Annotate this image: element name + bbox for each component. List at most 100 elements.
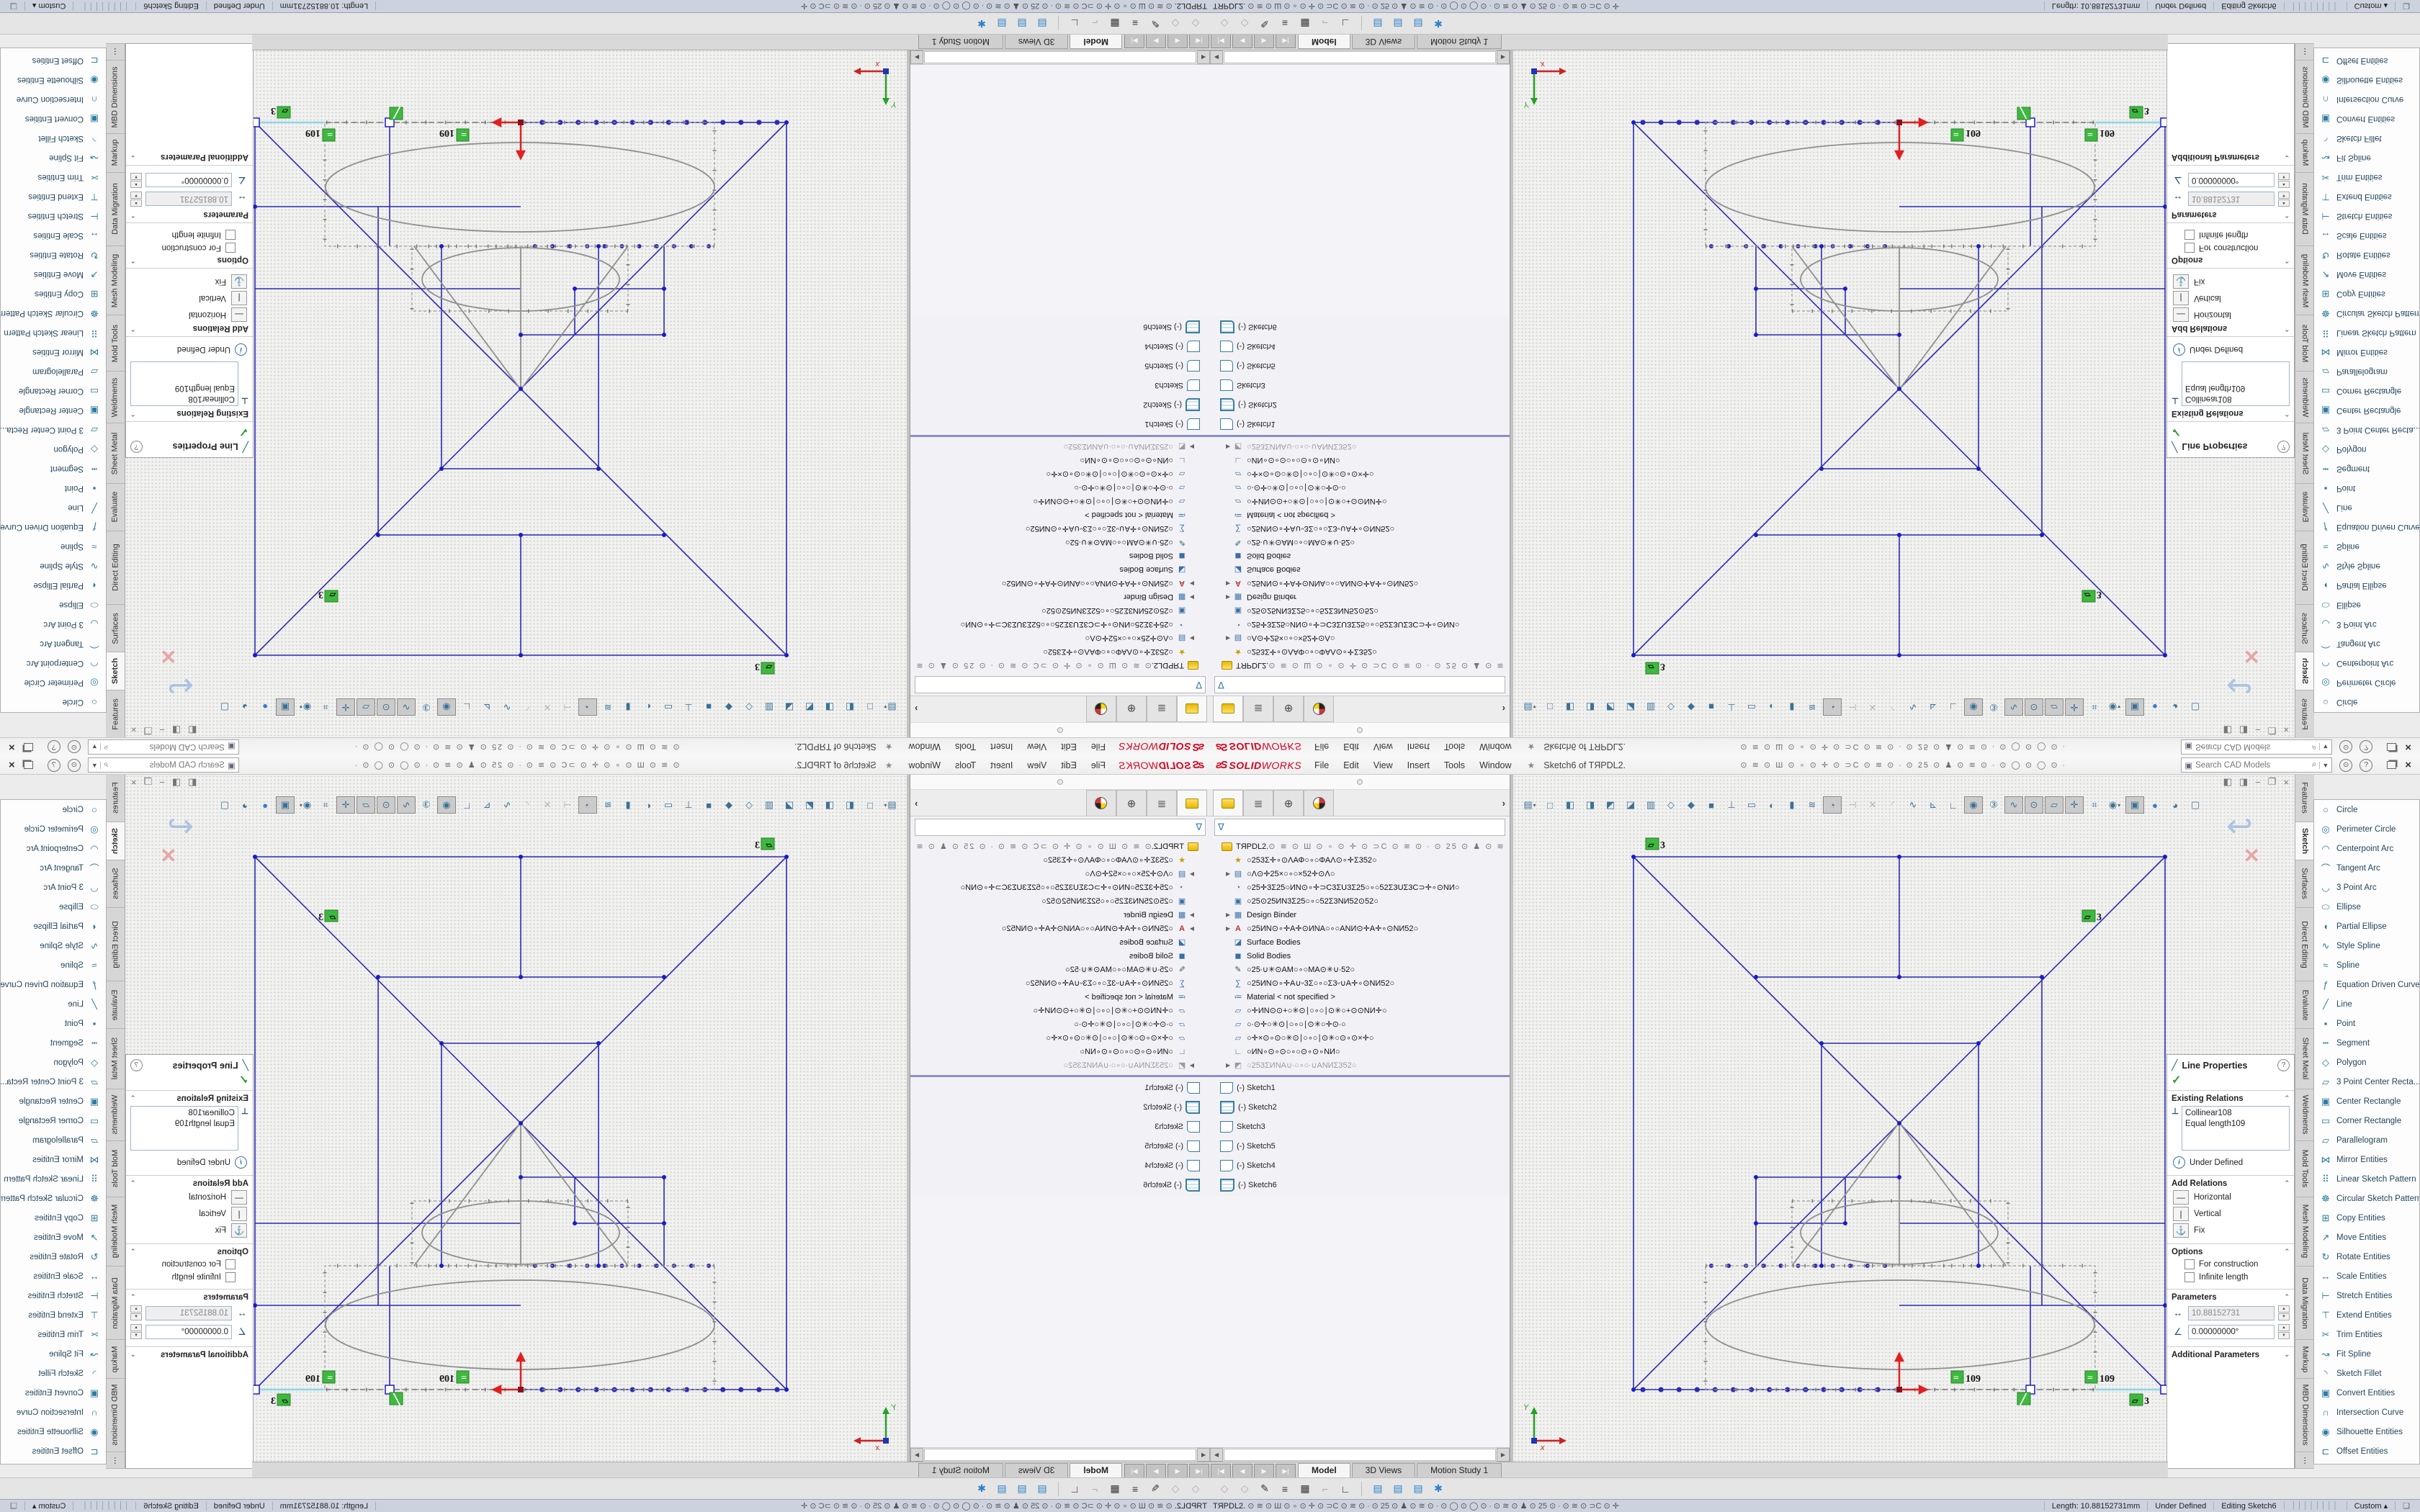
tree-item-sketch4[interactable]: (-) Sketch4 xyxy=(910,1156,1210,1175)
bottom-tool-icon[interactable]: ▤ xyxy=(1037,18,1047,30)
isometric-view-icon[interactable]: ◇ xyxy=(1667,799,1675,810)
tree-expand-icon[interactable]: ▶ xyxy=(1226,444,1231,450)
flyout-item-point[interactable]: ▪ Point xyxy=(1,1014,106,1033)
relation-option-horizontal[interactable]: — Horizontal xyxy=(2173,1190,2290,1205)
tab-propertymanager[interactable]: ⊕ xyxy=(1273,696,1304,722)
tree-item-design-binder[interactable]: ▶ ▦ Design Binder xyxy=(910,908,1210,922)
relations-listbox[interactable]: Collinear108 Equal length109 xyxy=(2182,361,2290,406)
section-view-icon[interactable]: ▮ xyxy=(1789,799,1795,810)
back-view-icon[interactable]: ▥ xyxy=(1646,702,1656,713)
scroll-right-icon[interactable]: ▶ xyxy=(1497,50,1510,64)
close-icon[interactable]: × xyxy=(2283,724,2289,736)
model-nav-button[interactable]: |◀ xyxy=(1211,34,1231,48)
flyout-item-3-point-center-recta-[interactable]: ▱ 3 Point Center Recta... xyxy=(0,1072,106,1092)
expand-tabs-chevron-icon[interactable]: › xyxy=(1502,703,1505,715)
bottom-tool-icon[interactable]: ▤ xyxy=(997,1482,1007,1494)
model-nav-button[interactable]: ◀ xyxy=(1232,34,1252,48)
search-dropdown-icon[interactable]: ▼ xyxy=(91,743,101,751)
flyout-item-convert-entities[interactable]: ▣ Convert Entities xyxy=(1,109,106,129)
scroll-left-icon[interactable]: ◀ xyxy=(1210,50,1223,64)
tree-item-right-plane[interactable]: ▱ ○✛×⊙∘⊙○✳⊙∣○∘○∣⊙✳○⊙∘⊙×✛○ xyxy=(1210,1031,1510,1045)
help-icon[interactable]: ? xyxy=(47,740,60,754)
bottom-tool-icon[interactable]: ▤ xyxy=(1393,1482,1403,1494)
flyout-item-centerpoint-arc[interactable]: ◠ Centerpoint Arc xyxy=(1,839,106,858)
menu-window[interactable]: Window xyxy=(1479,760,1512,770)
bottom-tool-icon[interactable]: ✎ xyxy=(1260,18,1269,30)
tree-item-part-root[interactable]: TЯPDL2. ⊙ ≋ ⊙ Ш ⊙ ∘ ⊙ ✛ ⊙ ⊃C ⊙ ≋ ⊙ ∙ ⊙ 2… xyxy=(910,840,1210,853)
tree-splitter[interactable] xyxy=(910,435,1210,437)
document-views-icon[interactable]: ▤ xyxy=(1520,796,1539,814)
tree-item-sensors[interactable]: ◔ ○25✛3Σ25○ИΝ⊙∘✛⊃C3ΣU3Σ25○∘○52Σ3UΣ3C⊃✛∘⊙Ν… xyxy=(910,618,1210,631)
flyout-item-3-point-center-recta-[interactable]: ▱ 3 Point Center Recta... xyxy=(2314,420,2420,440)
command-tab-evaluate[interactable]: Evaluate xyxy=(2295,981,2314,1029)
flyout-item-circle[interactable]: ○ Circle xyxy=(1,693,106,712)
viewport-icon[interactable]: ▭ xyxy=(663,702,673,713)
zebra-stripes-icon[interactable]: ≋ xyxy=(604,702,612,713)
flyout-item-rotate-entities[interactable]: ↻ Rotate Entities xyxy=(1,246,106,265)
flyout-item-point[interactable]: ▪ Point xyxy=(2314,1014,2419,1033)
filter-funnel-icon[interactable]: ∇ xyxy=(1196,822,1202,832)
section-view-icon[interactable]: ▮ xyxy=(625,702,631,713)
menu-window[interactable]: Window xyxy=(1479,742,1512,752)
relation-item[interactable]: Equal length109 xyxy=(174,1120,235,1128)
disabled-tool-1-icon[interactable]: ⊣ xyxy=(1848,702,1857,713)
bottom-tool-icon[interactable]: ✎ xyxy=(1151,18,1160,30)
bottom-tool-icon[interactable]: ▦ xyxy=(1110,18,1120,30)
options-header[interactable]: Options xyxy=(217,256,248,264)
bottom-tool-icon[interactable]: ▤ xyxy=(1373,1482,1383,1494)
cancel-sketch-icon[interactable]: ✕ xyxy=(2243,645,2260,667)
tree-item-favorites-folder[interactable]: ★ ○253Σ✛∘⊙ΛΑΦ○∘○ΦΑΛ⊙∘✛Σ352○ xyxy=(1210,645,1510,659)
tree-item-sketch1[interactable]: (-) Sketch1 xyxy=(1210,1078,1510,1097)
hide-show-items-icon[interactable]: ◉ xyxy=(2105,698,2124,716)
flyout-item-perimeter-circle[interactable]: ◎ Perimeter Circle xyxy=(1,819,106,839)
menu-insert[interactable]: Insert xyxy=(990,760,1013,770)
graphics-area[interactable]: x Y ▱3 ▱3 =109 =109 ╱ ▱3 ▤□◧◨◩◪▥◇◆■⊥▭◐▮≋… xyxy=(125,50,907,737)
tree-expand-icon[interactable]: ▶ xyxy=(1189,594,1194,600)
tree-expand-icon[interactable]: ▶ xyxy=(1189,912,1194,918)
flyout-item-copy-entities[interactable]: ⊞ Copy Entities xyxy=(2314,1208,2419,1228)
tab-configurationmanager[interactable] xyxy=(1304,696,1334,722)
panel-splitter-handle[interactable] xyxy=(1210,722,1510,737)
tree-item-sketch5[interactable]: (-) Sketch5 xyxy=(1210,1136,1510,1156)
relation-option-fix[interactable]: ⚓ Fix xyxy=(2173,274,2290,289)
model-nav-button[interactable]: |◀ xyxy=(1189,1464,1209,1478)
bottom-tool-icon[interactable]: ▦ xyxy=(1300,18,1310,30)
tree-item-solid-bodies[interactable]: ◼ Solid Bodies xyxy=(1210,949,1510,963)
relation-option-horizontal[interactable]: — Horizontal xyxy=(130,307,247,322)
tab-3d-views[interactable]: 3D Views xyxy=(1351,34,1416,49)
measure-icon[interactable]: ⊾ xyxy=(483,799,491,810)
pane-right-icon[interactable]: ◨ xyxy=(2238,776,2249,787)
flyout-item-silhouette-entities[interactable]: ◉ Silhouette Entities xyxy=(2314,71,2419,90)
tree-item-front-plane[interactable]: ▱ ○✛ИΝ⊙⊙+○✳⊙∣○∘○∣⊙✳○+⊙⊙ΝИ✛○ xyxy=(1210,495,1510,508)
length-input[interactable]: 10.88152731 xyxy=(145,1305,232,1320)
command-tab-weldments[interactable]: Weldments xyxy=(2295,1089,2314,1141)
menu-view[interactable]: View xyxy=(1373,760,1393,770)
scene-sphere-icon[interactable]: ◕ xyxy=(2172,799,2178,811)
flyout-item-intersection-curve[interactable]: ∩ Intersection Curve xyxy=(1,1403,106,1422)
command-tab--[interactable]: ⋯ xyxy=(2295,1452,2314,1469)
disabled-tool-2-icon[interactable]: ✕ xyxy=(1868,702,1877,713)
search-icon[interactable]: ⌕ xyxy=(103,760,109,769)
shaded-view-icon[interactable]: ■ xyxy=(1708,701,1714,713)
status-unit-system[interactable]: Custom ▴ xyxy=(24,1501,74,1511)
sketch-drawing[interactable]: x Y ▱3 ▱3 =109 =109 ╱ ▱3 xyxy=(1513,50,2295,737)
model-nav-button[interactable]: ▶| xyxy=(1124,1464,1144,1478)
pane-right-icon[interactable]: ◨ xyxy=(171,776,182,787)
flyout-item-polygon[interactable]: ◇ Polygon xyxy=(1,440,106,459)
window-close-button[interactable]: × xyxy=(9,759,15,771)
panel-graphics-splitter[interactable] xyxy=(907,775,910,1462)
tab-motion-study-1[interactable]: Motion Study 1 xyxy=(918,34,1003,49)
view-points-icon[interactable]: ⊙ xyxy=(377,796,395,814)
command-tab-features[interactable]: Features xyxy=(106,690,125,737)
menu-tools[interactable]: Tools xyxy=(954,760,977,770)
flyout-item-center-rectangle[interactable]: ▣ Center Rectangle xyxy=(2314,401,2419,420)
scene-sphere-icon[interactable]: ◕ xyxy=(2172,701,2178,713)
command-tab--[interactable]: ⋯ xyxy=(106,1452,125,1469)
document-views-icon[interactable]: ▤ xyxy=(881,796,900,814)
flyout-item-corner-rectangle[interactable]: ▭ Corner Rectangle xyxy=(1,382,106,401)
tree-item-favorites-folder[interactable]: ★ ○253Σ✛∘⊙ΛΑΦ○∘○ΦΑΛ⊙∘✛Σ352○ xyxy=(910,853,1210,867)
parameters-header[interactable]: Parameters xyxy=(203,210,248,219)
flyout-item-parallelogram[interactable]: ▱ Parallelogram xyxy=(1,1130,106,1150)
flyout-item-scale-entities[interactable]: ↔ Scale Entities xyxy=(2314,226,2419,246)
bottom-tool-icon[interactable]: ✎ xyxy=(1151,1482,1160,1494)
